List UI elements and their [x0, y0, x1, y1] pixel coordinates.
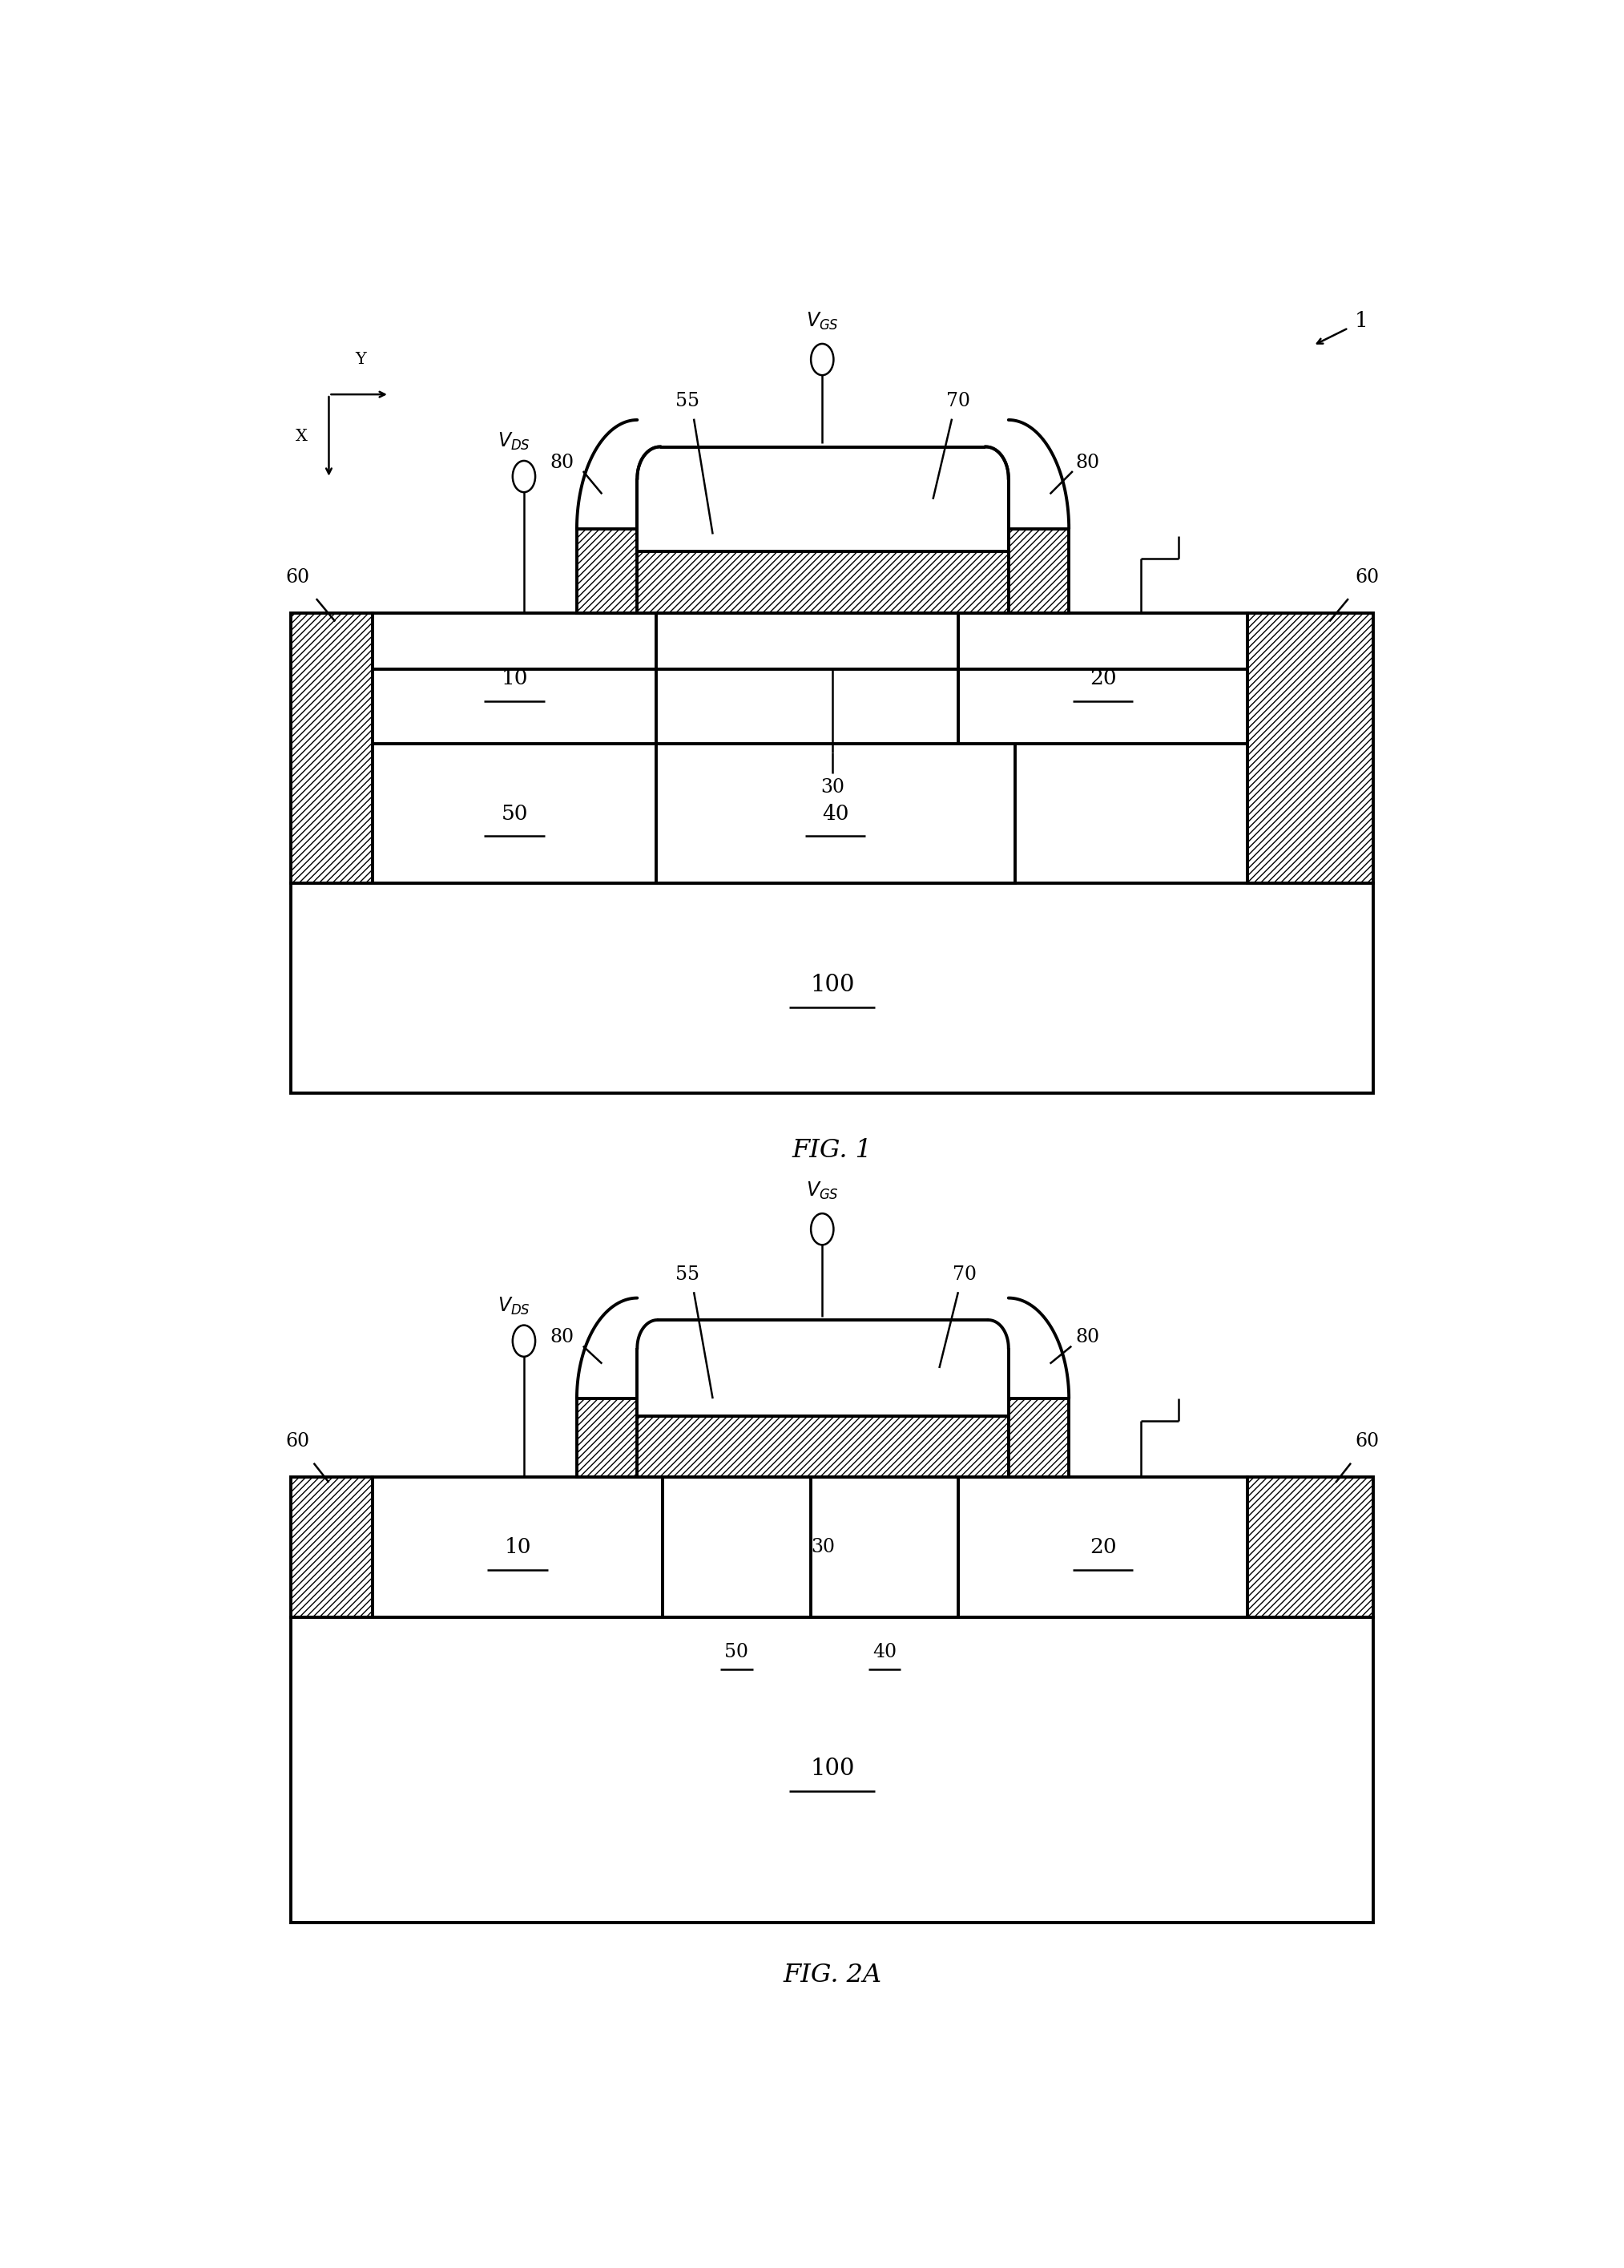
Bar — [291, 612, 374, 882]
Text: 55: 55 — [676, 392, 700, 411]
Text: $V_{GS}$: $V_{GS}$ — [806, 311, 838, 331]
Bar — [637, 447, 1009, 551]
Bar — [1247, 612, 1374, 882]
Text: 80: 80 — [1075, 454, 1099, 472]
Bar — [637, 1415, 1009, 1476]
Text: 30: 30 — [810, 1538, 835, 1556]
Text: 30: 30 — [820, 778, 844, 796]
Text: $V_{GS}$: $V_{GS}$ — [806, 1179, 838, 1202]
Text: FIG. 2A: FIG. 2A — [783, 1962, 882, 1987]
Bar — [291, 1617, 1374, 1923]
Text: 40: 40 — [872, 1642, 896, 1660]
Text: 60: 60 — [286, 567, 310, 587]
Circle shape — [810, 1213, 833, 1245]
Bar — [656, 612, 958, 744]
Bar — [374, 744, 656, 882]
Circle shape — [513, 460, 536, 492]
Bar — [1247, 1476, 1374, 1617]
Text: 70: 70 — [947, 392, 970, 411]
Text: 1: 1 — [1354, 311, 1367, 331]
Text: Y: Y — [354, 352, 365, 367]
Bar — [1009, 1399, 1069, 1476]
Bar — [656, 744, 1015, 882]
Text: 10: 10 — [502, 669, 528, 687]
Text: 80: 80 — [549, 1329, 573, 1347]
Text: 70: 70 — [952, 1266, 976, 1284]
Text: $V_{DS}$: $V_{DS}$ — [497, 431, 531, 451]
Text: 55: 55 — [676, 1266, 700, 1284]
Bar — [577, 1399, 637, 1476]
Text: 40: 40 — [822, 803, 849, 823]
Text: 10: 10 — [503, 1538, 531, 1558]
Text: 60: 60 — [1354, 567, 1379, 587]
Circle shape — [810, 345, 833, 374]
Bar — [291, 1476, 374, 1617]
Bar — [958, 612, 1247, 744]
Text: 60: 60 — [1354, 1433, 1379, 1452]
Bar — [958, 1476, 1247, 1617]
Bar — [637, 1320, 1009, 1415]
Bar — [637, 551, 1009, 612]
Bar — [577, 528, 637, 612]
Bar — [291, 882, 1374, 1093]
Bar — [374, 1476, 663, 1617]
Bar — [640, 447, 1005, 551]
Bar — [374, 612, 656, 744]
Bar — [1009, 528, 1069, 612]
Text: 20: 20 — [1090, 669, 1116, 687]
Text: 80: 80 — [1075, 1329, 1099, 1347]
Text: 100: 100 — [810, 1758, 854, 1780]
Text: 20: 20 — [1090, 1538, 1116, 1558]
Text: X: X — [296, 429, 307, 445]
Text: 50: 50 — [724, 1642, 749, 1660]
Bar — [663, 1476, 958, 1617]
Text: FIG. 1: FIG. 1 — [793, 1139, 872, 1163]
Text: 60: 60 — [286, 1433, 310, 1452]
Text: 100: 100 — [810, 973, 854, 996]
Text: 80: 80 — [549, 454, 573, 472]
Text: $V_{DS}$: $V_{DS}$ — [497, 1295, 531, 1315]
Text: 50: 50 — [502, 803, 528, 823]
Circle shape — [513, 1325, 536, 1356]
